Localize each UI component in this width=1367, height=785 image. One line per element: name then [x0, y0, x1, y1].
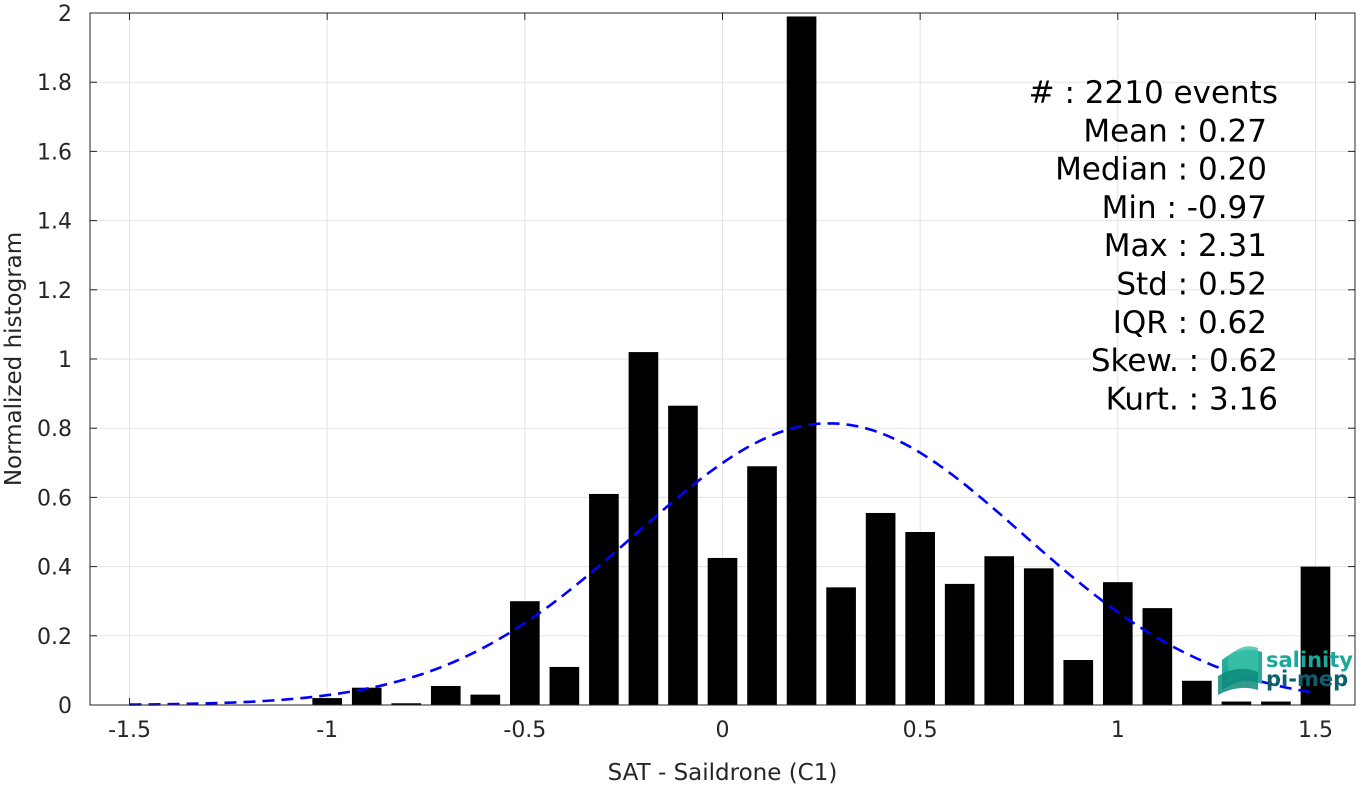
histogram-bar [747, 466, 777, 705]
stat-line: Kurt. : 3.16 [1106, 381, 1278, 417]
stat-line: # : 2210 events [1029, 75, 1278, 111]
histogram-bar [589, 493, 619, 705]
stat-line: Min : -0.97 [1102, 190, 1267, 226]
histogram-bar [668, 405, 698, 705]
x-tick-label: -1 [316, 718, 338, 743]
y-tick-label: 0.8 [37, 417, 72, 442]
y-tick-label: 1.8 [37, 71, 72, 96]
x-tick-labels: -1.5 -1 -0.5 0 0.5 1 1.5 [108, 718, 1333, 743]
histogram-bar [1142, 608, 1173, 705]
y-tick-labels: 0 0.2 0.4 0.6 0.8 1 1.2 1.4 1.6 1.8 2 [37, 2, 72, 719]
x-tick-label: -1.5 [108, 718, 151, 743]
histogram-bar [430, 685, 461, 705]
stat-line: Skew. : 0.62 [1091, 343, 1278, 379]
histogram-bar [865, 512, 896, 705]
stat-line: Median : 0.20 [1055, 152, 1267, 188]
x-tick-label: 1.5 [1298, 718, 1333, 743]
stat-line: Std : 0.52 [1116, 267, 1267, 303]
histogram-bar [351, 687, 382, 705]
histogram-bar [1063, 660, 1094, 705]
logo-text-pi-mep: pi-mep [1266, 667, 1348, 691]
histogram-bar [470, 694, 501, 705]
y-tick-label: 0.2 [37, 625, 72, 650]
histogram-bar [510, 601, 540, 705]
histogram-bar [707, 557, 738, 705]
plot-frame [89, 12, 1356, 706]
histogram-bar [1261, 701, 1291, 705]
histogram-bar [1300, 566, 1331, 705]
histogram-bar [391, 703, 422, 705]
y-tick-label: 1 [58, 348, 72, 373]
normal-fit-curve [129, 422, 1316, 706]
histogram-bar [984, 556, 1015, 705]
y-tick-label: 2 [58, 2, 72, 27]
x-axis-label: SAT - Saildrone (C1) [608, 760, 838, 785]
stat-line: Mean : 0.27 [1083, 113, 1267, 149]
histogram-bar [312, 698, 343, 705]
histogram-bar [549, 666, 580, 705]
histogram-bar [1102, 582, 1133, 705]
histogram-bar [1221, 701, 1252, 705]
salinity-pi-mep-logo: salinity pi-mep [1218, 646, 1353, 695]
stat-line: IQR : 0.62 [1113, 305, 1267, 341]
stat-line: Max : 2.31 [1104, 228, 1267, 264]
y-tick-label: 0 [58, 694, 72, 719]
histogram-bar [1182, 680, 1212, 705]
y-tick-label: 0.6 [37, 486, 72, 511]
y-tick-label: 1.6 [37, 140, 72, 165]
y-tick-label: 1.4 [37, 210, 72, 235]
y-tick-label: 1.2 [37, 279, 72, 304]
histogram-bar [905, 532, 935, 705]
x-tick-label: 0 [716, 718, 730, 743]
histogram-bar [1023, 568, 1054, 705]
x-tick-label: 0.5 [903, 718, 938, 743]
histogram-bar [944, 583, 975, 705]
histogram-bar [786, 16, 817, 705]
wave-logo-icon [1218, 646, 1262, 695]
y-tick-label: 0.4 [37, 556, 72, 581]
logo-text-salinity: salinity [1266, 648, 1353, 672]
histogram-bar [826, 587, 856, 705]
bars [312, 16, 1331, 705]
x-tick-label: -0.5 [503, 718, 546, 743]
x-tick-label: 1 [1111, 718, 1125, 743]
y-axis-label: Normalized histogram [1, 232, 27, 486]
